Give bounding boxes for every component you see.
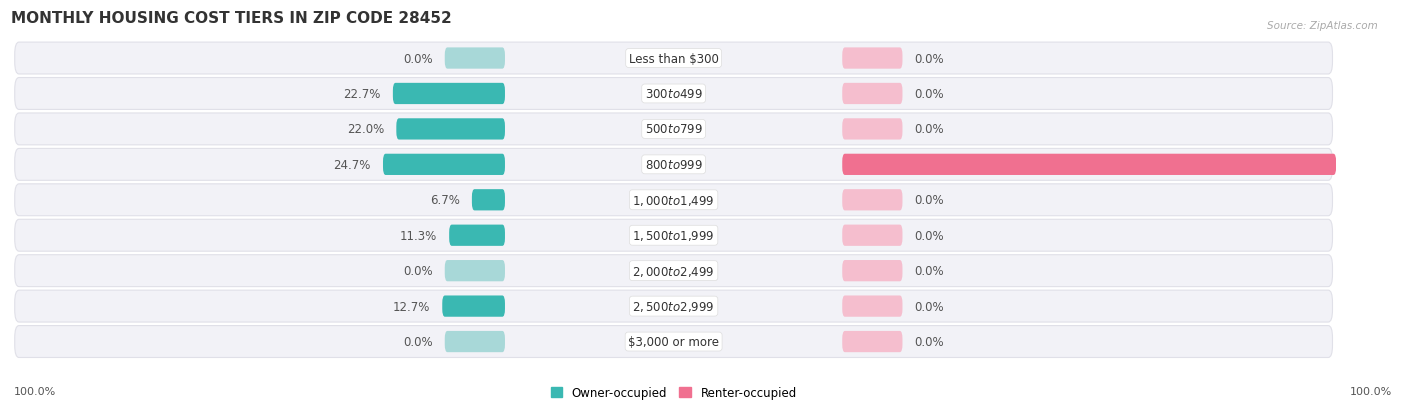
Text: 6.7%: 6.7% [430, 194, 460, 207]
Text: 0.0%: 0.0% [914, 300, 945, 313]
FancyBboxPatch shape [14, 220, 1333, 252]
FancyBboxPatch shape [392, 84, 505, 105]
Text: 24.7%: 24.7% [333, 159, 371, 171]
Text: 0.0%: 0.0% [404, 335, 433, 348]
FancyBboxPatch shape [449, 225, 505, 246]
Text: Less than $300: Less than $300 [628, 52, 718, 65]
FancyBboxPatch shape [14, 114, 1333, 145]
FancyBboxPatch shape [14, 78, 1333, 110]
FancyBboxPatch shape [14, 290, 1333, 322]
FancyBboxPatch shape [443, 296, 505, 317]
FancyBboxPatch shape [842, 48, 903, 69]
Legend: Owner-occupied, Renter-occupied: Owner-occupied, Renter-occupied [546, 381, 801, 404]
Text: $1,500 to $1,999: $1,500 to $1,999 [633, 229, 714, 243]
Text: 0.0%: 0.0% [914, 264, 945, 278]
FancyBboxPatch shape [14, 43, 1333, 75]
Text: $2,000 to $2,499: $2,000 to $2,499 [633, 264, 714, 278]
FancyBboxPatch shape [842, 225, 903, 246]
Text: $500 to $799: $500 to $799 [645, 123, 703, 136]
Text: $300 to $499: $300 to $499 [645, 88, 703, 101]
FancyBboxPatch shape [444, 331, 505, 352]
Text: Source: ZipAtlas.com: Source: ZipAtlas.com [1267, 21, 1378, 31]
Text: 0.0%: 0.0% [914, 88, 945, 101]
Text: $3,000 or more: $3,000 or more [628, 335, 718, 348]
Text: 22.7%: 22.7% [343, 88, 381, 101]
Text: 0.0%: 0.0% [914, 194, 945, 207]
Text: 0.0%: 0.0% [404, 264, 433, 278]
FancyBboxPatch shape [842, 190, 903, 211]
FancyBboxPatch shape [842, 119, 903, 140]
Text: 0.0%: 0.0% [404, 52, 433, 65]
FancyBboxPatch shape [14, 326, 1333, 358]
Text: 0.0%: 0.0% [914, 52, 945, 65]
FancyBboxPatch shape [396, 119, 505, 140]
Text: 100.0%: 100.0% [1348, 159, 1398, 171]
FancyBboxPatch shape [842, 84, 903, 105]
FancyBboxPatch shape [14, 149, 1333, 181]
FancyBboxPatch shape [14, 184, 1333, 216]
Text: 100.0%: 100.0% [1350, 387, 1392, 396]
FancyBboxPatch shape [842, 296, 903, 317]
FancyBboxPatch shape [472, 190, 505, 211]
Text: $1,000 to $1,499: $1,000 to $1,499 [633, 193, 714, 207]
FancyBboxPatch shape [444, 261, 505, 282]
FancyBboxPatch shape [14, 255, 1333, 287]
Text: 0.0%: 0.0% [914, 229, 945, 242]
Text: 22.0%: 22.0% [347, 123, 384, 136]
Text: $2,500 to $2,999: $2,500 to $2,999 [633, 299, 714, 313]
Text: 100.0%: 100.0% [14, 387, 56, 396]
FancyBboxPatch shape [842, 261, 903, 282]
Text: 0.0%: 0.0% [914, 335, 945, 348]
Text: MONTHLY HOUSING COST TIERS IN ZIP CODE 28452: MONTHLY HOUSING COST TIERS IN ZIP CODE 2… [11, 11, 451, 26]
FancyBboxPatch shape [382, 154, 505, 176]
FancyBboxPatch shape [842, 154, 1336, 176]
Text: 11.3%: 11.3% [399, 229, 437, 242]
Text: 12.7%: 12.7% [392, 300, 430, 313]
FancyBboxPatch shape [444, 48, 505, 69]
Text: 0.0%: 0.0% [914, 123, 945, 136]
FancyBboxPatch shape [842, 331, 903, 352]
Text: $800 to $999: $800 to $999 [645, 159, 703, 171]
